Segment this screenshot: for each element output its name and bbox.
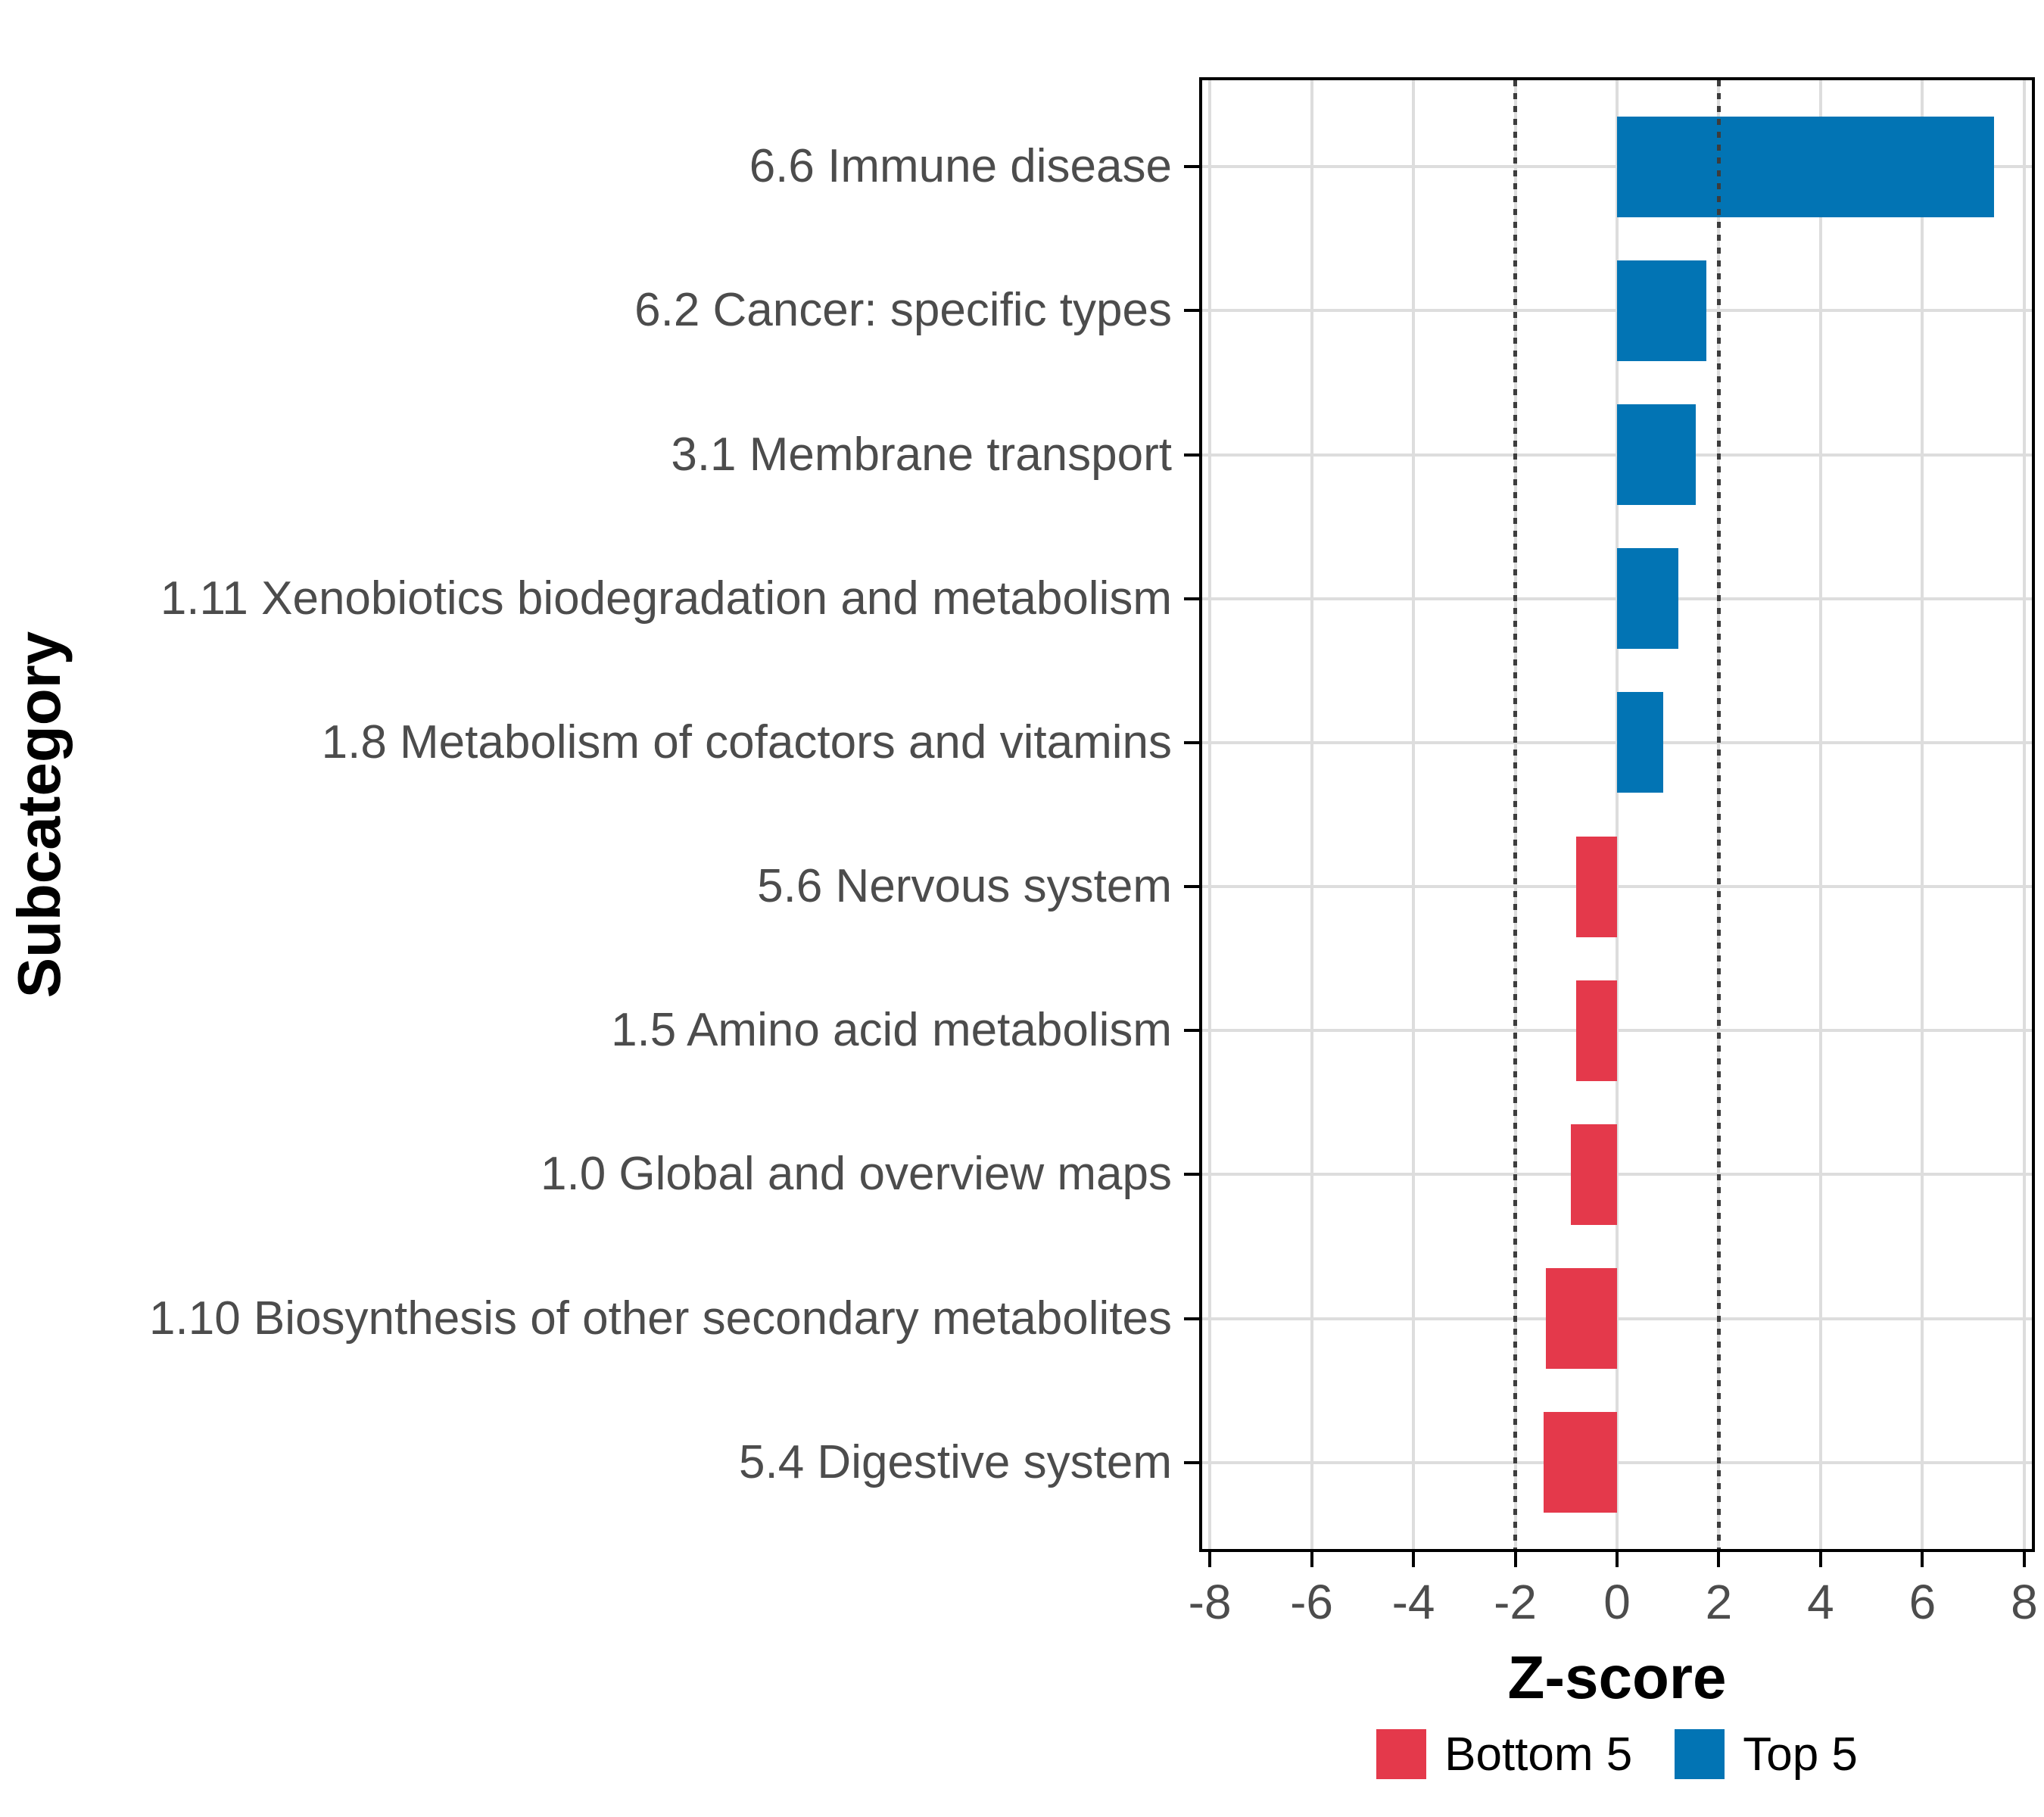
x-tick-label: 6 xyxy=(1908,1575,1937,1629)
bar-bottom5 xyxy=(1576,836,1617,937)
legend: Bottom 5 Top 5 xyxy=(1202,1728,2032,1781)
category-label: 5.4 Digestive system xyxy=(739,1435,1172,1488)
y-tick-mark xyxy=(1184,740,1199,744)
category-label: 6.6 Immune disease xyxy=(749,140,1172,193)
x-tick-mark xyxy=(1208,1552,1212,1567)
gridline-x--4 xyxy=(1412,80,1416,1549)
bar-top5 xyxy=(1617,548,1678,650)
legend-swatch-bottom5-icon xyxy=(1376,1729,1427,1779)
y-tick-mark xyxy=(1184,165,1199,169)
gridline-x-0 xyxy=(1616,80,1619,1549)
x-tick-mark xyxy=(1513,1552,1517,1567)
gridline-y-category xyxy=(1202,1460,2032,1464)
category-label: 1.11 Xenobiotics biodegradation and meta… xyxy=(160,572,1172,625)
x-tick-mark xyxy=(2022,1552,2026,1567)
legend-item-bottom5: Bottom 5 xyxy=(1376,1728,1632,1781)
x-tick-label: 0 xyxy=(1603,1575,1631,1629)
x-tick-label: -8 xyxy=(1188,1575,1232,1629)
x-tick-label: -4 xyxy=(1391,1575,1435,1629)
x-tick-mark xyxy=(1310,1552,1313,1567)
gridline-x-4 xyxy=(1818,80,1822,1549)
reference-line--2 xyxy=(1513,80,1518,1549)
y-tick-mark xyxy=(1184,309,1199,313)
bar-bottom5 xyxy=(1576,980,1617,1081)
bar-top5 xyxy=(1617,260,1706,361)
y-tick-mark xyxy=(1184,1029,1199,1033)
category-label: 1.5 Amino acid metabolism xyxy=(611,1004,1172,1057)
category-label: 3.1 Membrane transport xyxy=(671,428,1172,481)
y-tick-mark xyxy=(1184,597,1199,600)
reference-line-2 xyxy=(1716,80,1721,1549)
bar-bottom5 xyxy=(1543,1412,1617,1513)
x-axis-title: Z-score xyxy=(1507,1644,1727,1711)
bar-top5 xyxy=(1617,692,1663,793)
category-label: 1.0 Global and overview maps xyxy=(540,1148,1172,1201)
gridline-x-6 xyxy=(1921,80,1924,1549)
x-tick-mark xyxy=(1616,1552,1619,1567)
legend-label: Top 5 xyxy=(1743,1728,1858,1781)
bar-bottom5 xyxy=(1571,1124,1617,1225)
legend-swatch-top5-icon xyxy=(1675,1729,1725,1779)
x-tick-label: 2 xyxy=(1705,1575,1733,1629)
x-tick-mark xyxy=(1818,1552,1822,1567)
y-tick-mark xyxy=(1184,885,1199,889)
gridline-x--6 xyxy=(1310,80,1313,1549)
bar-top5 xyxy=(1617,404,1697,505)
x-tick-mark xyxy=(1921,1552,1924,1567)
bar-top5 xyxy=(1617,116,1994,217)
gridline-y-category xyxy=(1202,1029,2032,1033)
y-tick-mark xyxy=(1184,1173,1199,1177)
gridline-y-category xyxy=(1202,1173,2032,1177)
x-tick-mark xyxy=(1412,1552,1416,1567)
gridline-x-8 xyxy=(2022,80,2026,1549)
category-label: 6.2 Cancer: specific types xyxy=(634,284,1172,337)
gridline-x--8 xyxy=(1208,80,1212,1549)
x-tick-label: -2 xyxy=(1494,1575,1537,1629)
y-tick-mark xyxy=(1184,1317,1199,1320)
gridline-y-category xyxy=(1202,885,2032,889)
x-tick-mark xyxy=(1717,1552,1721,1567)
legend-label: Bottom 5 xyxy=(1444,1728,1633,1781)
x-tick-label: -6 xyxy=(1290,1575,1334,1629)
y-tick-mark xyxy=(1184,453,1199,457)
category-label: 1.8 Metabolism of cofactors and vitamins xyxy=(321,715,1172,768)
y-tick-mark xyxy=(1184,1460,1199,1464)
x-tick-label: 4 xyxy=(1807,1575,1834,1629)
bar-bottom5 xyxy=(1545,1268,1617,1370)
y-axis-title: Subcategory xyxy=(5,631,73,999)
x-tick-label: 8 xyxy=(2011,1575,2038,1629)
category-label: 1.10 Biosynthesis of other secondary met… xyxy=(149,1292,1172,1345)
legend-item-top5: Top 5 xyxy=(1675,1728,1858,1781)
category-label: 5.6 Nervous system xyxy=(757,860,1172,913)
gridline-y-category xyxy=(1202,1317,2032,1320)
